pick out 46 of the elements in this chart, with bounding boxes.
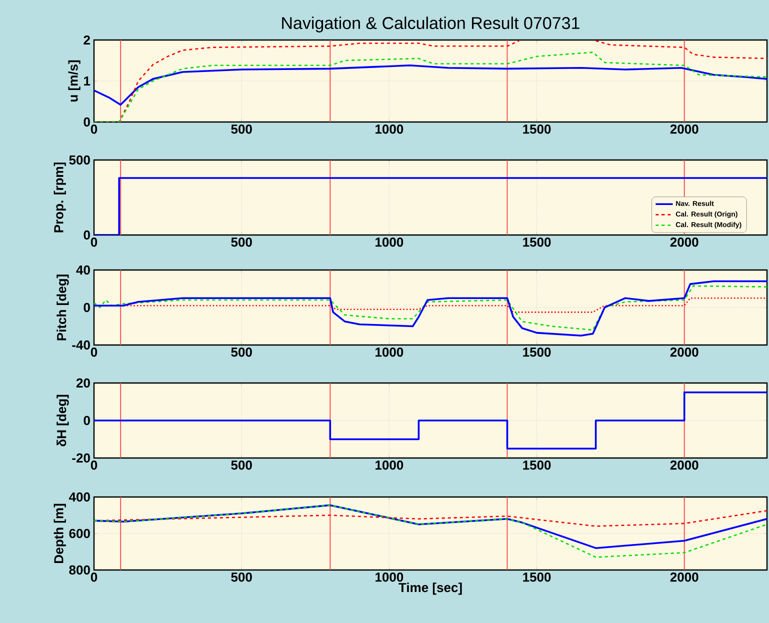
y-tick-label: 400 [68, 492, 90, 502]
x-tick-label: 500 [231, 348, 252, 357]
x-tick-label: 2000 [670, 124, 698, 134]
x-tick-label: 1000 [376, 460, 404, 470]
x-tick-label: 1500 [523, 124, 551, 134]
x-tick-label: 500 [231, 238, 252, 247]
chart-title: Navigation & Calculation Result 070731 [282, 16, 580, 32]
x-axis-title: Time [sec] [398, 582, 462, 595]
x-tick-label: 2000 [670, 460, 698, 470]
y-tick-label: 2 [84, 35, 90, 45]
y-tick-label: 0 [84, 302, 90, 312]
x-tick-label: 0 [90, 124, 98, 134]
y-tick-label: 0 [84, 117, 90, 127]
y-tick-label: 500 [69, 155, 90, 165]
y-axis-title: δH [deg] [56, 394, 69, 446]
x-tick-label: 0 [90, 460, 98, 470]
y-tick-label: 20 [76, 378, 90, 388]
x-tick-label: 500 [231, 572, 252, 582]
y-tick-label: 1 [84, 76, 90, 86]
x-tick-label: 1500 [523, 348, 551, 357]
y-tick-label: -20 [72, 453, 90, 463]
x-tick-label: 0 [90, 348, 98, 357]
y-axis-title: Depth [m] [54, 504, 66, 563]
x-tick-label: 1000 [376, 238, 404, 247]
x-tick-label: 2000 [670, 238, 698, 247]
y-tick-label: 800 [69, 565, 90, 575]
y-tick-label: 600 [69, 528, 90, 538]
y-tick-label: 0 [84, 416, 90, 426]
x-tick-label: 2000 [670, 348, 698, 357]
x-tick-label: 2000 [670, 572, 698, 582]
y-axis-title: Pitch [deg] [56, 274, 69, 340]
x-tick-label: 1000 [376, 572, 404, 582]
x-tick-label: 1500 [523, 572, 551, 582]
x-tick-label: 1500 [523, 238, 551, 247]
y-tick-label: 40 [76, 265, 90, 275]
y-axis-title: Prop. [rpm] [54, 162, 66, 232]
y-tick-label: -40 [72, 340, 90, 350]
y-axis-title: u [m/s] [68, 60, 80, 102]
x-tick-label: 0 [90, 572, 98, 582]
y-tick-label: 0 [84, 230, 90, 240]
x-tick-label: 500 [231, 124, 252, 134]
x-tick-label: 1000 [376, 124, 404, 134]
x-tick-label: 500 [231, 460, 252, 470]
x-tick-label: 1500 [523, 460, 551, 470]
x-tick-label: 0 [90, 238, 98, 247]
x-tick-label: 1000 [376, 348, 404, 357]
